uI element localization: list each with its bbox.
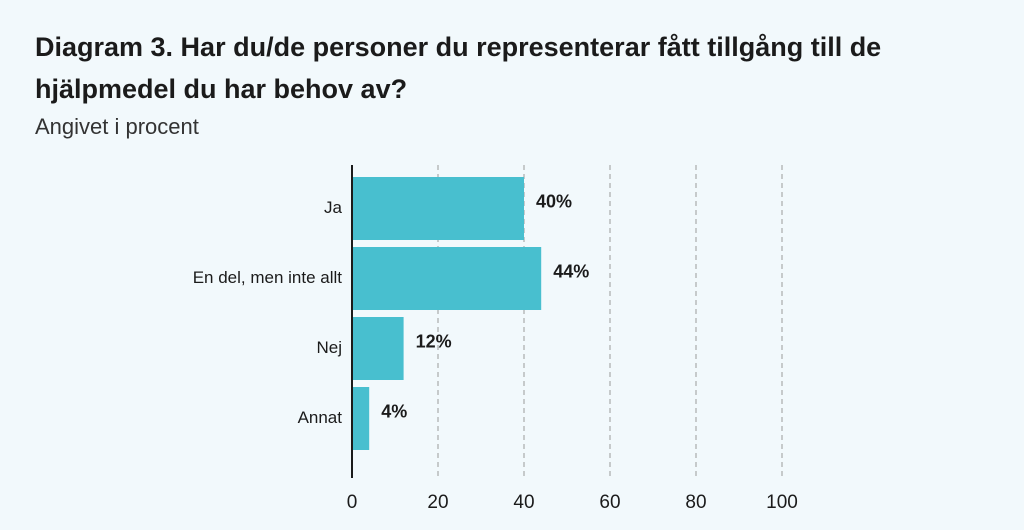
bar [352,177,524,240]
value-label: 12% [416,331,452,351]
chart-title: Diagram 3. Har du/de personer du represe… [35,32,882,104]
value-label: 44% [553,261,589,281]
x-tick-label: 80 [685,492,706,513]
x-tick-label: 60 [599,492,620,513]
y-tick-label: En del, men inte allt [193,268,343,287]
x-tick-label: 20 [427,492,448,513]
y-tick-label: Ja [324,198,343,217]
chart-subtitle: Angivet i procent [35,114,199,139]
bar [352,247,542,310]
x-tick-label: 40 [513,492,534,513]
bar [352,387,370,450]
value-label: 40% [536,191,572,211]
value-label: 4% [381,401,407,421]
y-tick-label: Nej [316,338,342,357]
bar [352,317,404,380]
x-tick-label: 100 [766,492,798,513]
y-tick-label: Annat [298,408,343,427]
x-tick-label: 0 [347,492,358,513]
